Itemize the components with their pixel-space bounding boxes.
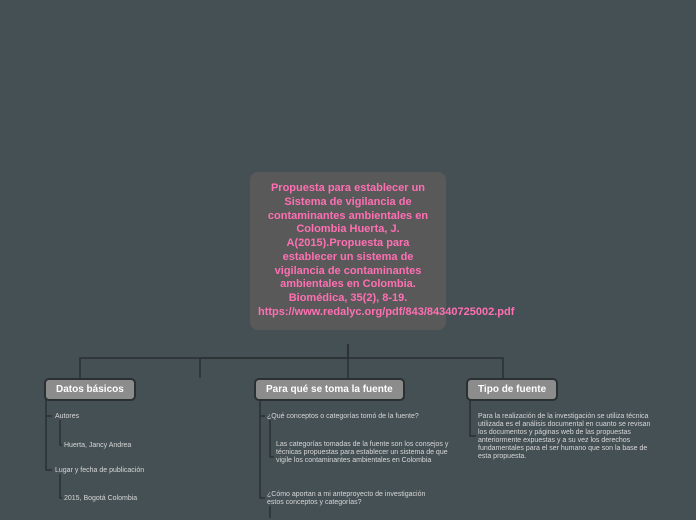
- leaf-a1: Las categorías tomadas de la fuente son …: [276, 441, 452, 465]
- leaf-autores-label: Autores: [55, 413, 175, 421]
- leaf-tipo-desc: Para la realización de la investigación …: [478, 413, 654, 461]
- branch-tipo-label: Tipo de fuente: [478, 384, 546, 395]
- root-text: Propuesta para establecer un Sistema de …: [258, 182, 514, 318]
- branch-datos-label: Datos básicos: [56, 384, 124, 395]
- leaf-q1: ¿Qué conceptos o categorías tomó de la f…: [267, 413, 447, 421]
- leaf-q2: ¿Cómo aportan a mi anteproyecto de inves…: [267, 491, 442, 507]
- branch-para-que: Para qué se toma la fuente: [254, 378, 405, 401]
- root-node: Propuesta para establecer un Sistema de …: [250, 172, 446, 330]
- leaf-lugar-value: 2015, Bogotá Colombia: [64, 495, 204, 503]
- leaf-lugar-label: Lugar y fecha de publicación: [55, 467, 215, 475]
- branch-datos-basicos: Datos básicos: [44, 378, 136, 401]
- leaf-autores-value: Huerta, Jancy Andrea: [64, 442, 204, 450]
- branch-para-que-label: Para qué se toma la fuente: [266, 384, 393, 395]
- branch-tipo-fuente: Tipo de fuente: [466, 378, 558, 401]
